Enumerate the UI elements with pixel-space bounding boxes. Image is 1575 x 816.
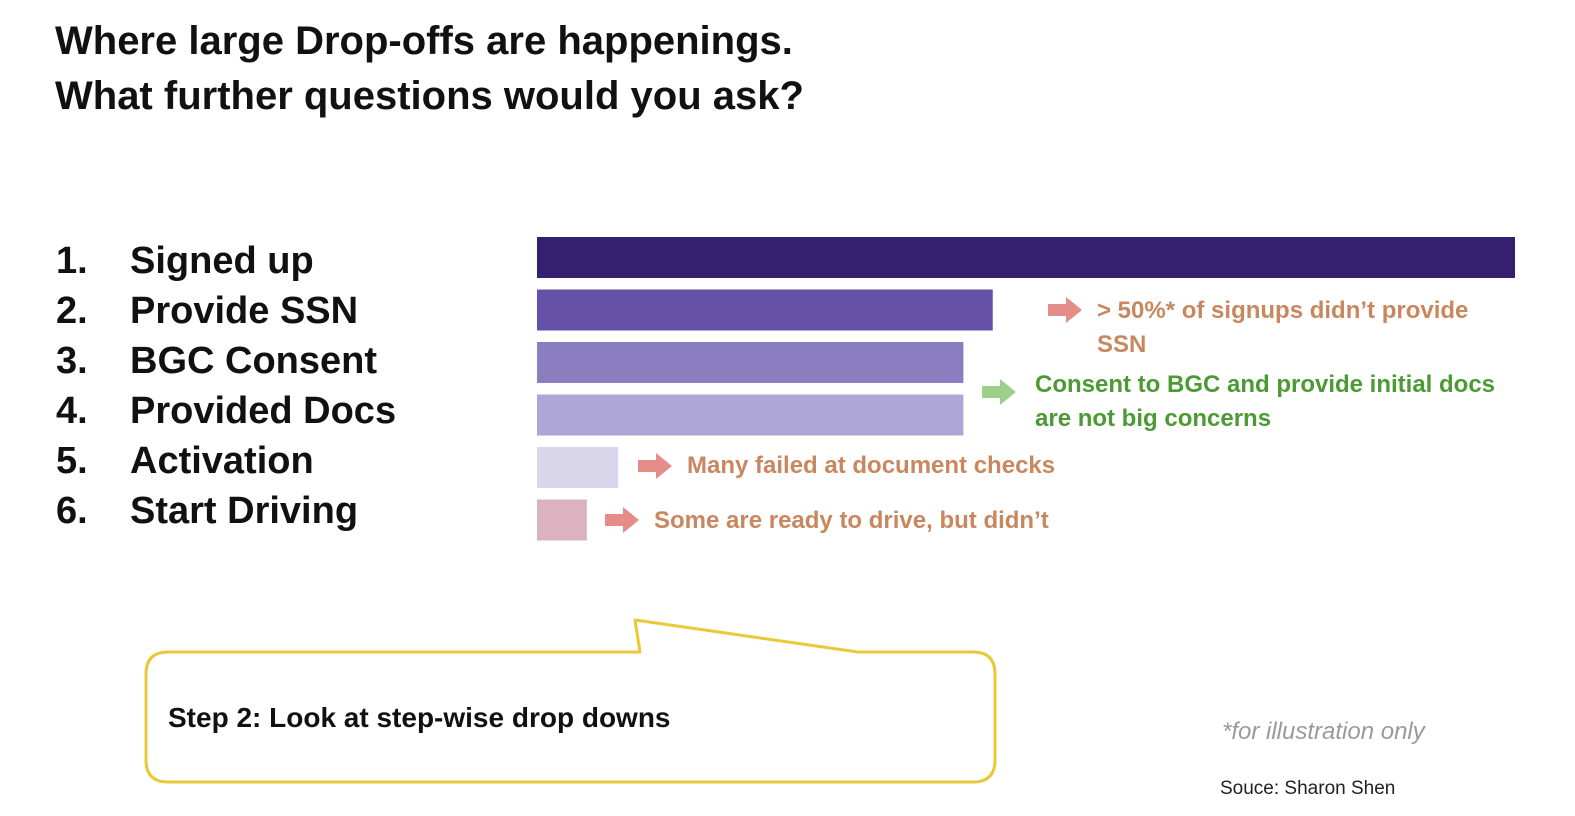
arrow-shape <box>638 453 672 479</box>
funnel-step-3: 3. BGC Consent <box>56 336 396 386</box>
arrow-shape <box>605 507 639 533</box>
funnel-bar-1 <box>537 237 1515 278</box>
funnel-step-4: 4. Provided Docs <box>56 386 396 436</box>
funnel-bar-chart <box>537 237 1515 541</box>
annotation-consent-line-1: Consent to BGC and provide initial docs <box>1035 371 1496 398</box>
annotation-activation-line-1: Many failed at document checks <box>687 452 1056 479</box>
annotation-consent-line-2: are not big concerns <box>1035 405 1272 432</box>
step-number: 4. <box>56 390 88 432</box>
illustration-footnote: *for illustration only <box>1222 718 1425 745</box>
arrow-right-icon <box>1048 297 1082 323</box>
funnel-step-5: 5. Activation <box>56 436 396 486</box>
step-label: Activation <box>130 440 314 482</box>
annotation-ssn: > 50%* of signups didn’t provide SSN <box>1097 294 1468 362</box>
funnel-bar-6 <box>537 499 587 541</box>
funnel-step-6: 6. Start Driving <box>56 486 396 536</box>
step-number: 6. <box>56 490 88 532</box>
source-credit: Souce: Sharon Shen <box>1220 778 1396 799</box>
callout-bubble-text: Step 2: Look at step-wise drop downs <box>168 702 671 733</box>
funnel-bar-5 <box>537 447 619 488</box>
arrow-right-icon <box>982 379 1016 405</box>
step-number: 2. <box>56 290 88 332</box>
funnel-bar-4 <box>537 394 964 436</box>
funnel-step-2: 2. Provide SSN <box>56 286 396 336</box>
arrow-right-icon <box>638 453 672 479</box>
funnel-bar-2 <box>537 289 993 331</box>
funnel-step-1: 1. Signed up <box>56 236 396 286</box>
step-number: 3. <box>56 340 88 382</box>
step-label: BGC Consent <box>130 340 377 382</box>
annotation-driving-line-1: Some are ready to drive, but didn’t <box>654 507 1049 534</box>
title-line-1: Where large Drop-offs are happenings. <box>55 19 793 63</box>
annotation-ssn-line-1: > 50%* of signups didn’t provide <box>1097 297 1469 324</box>
arrow-shape <box>1048 297 1082 323</box>
annotation-activation: Many failed at document checks <box>687 449 1055 483</box>
arrow-right-icon <box>605 507 639 533</box>
step-label: Provide SSN <box>130 290 359 332</box>
funnel-bar-3 <box>537 342 964 383</box>
step-label: Provided Docs <box>130 390 397 432</box>
step-label: Start Driving <box>130 490 359 532</box>
title-line-2: What further questions would you ask? <box>55 74 804 118</box>
arrow-shape <box>982 379 1016 405</box>
step-number: 5. <box>56 440 88 482</box>
step-number: 1. <box>56 240 88 282</box>
funnel-step-list: 1. Signed up 2. Provide SSN 3. BGC Consent … <box>56 236 396 536</box>
annotation-driving: Some are ready to drive, but didn’t <box>654 504 1049 538</box>
callout-bubble-outline <box>144 618 997 784</box>
annotation-ssn-line-2: SSN <box>1097 331 1147 358</box>
step-label: Signed up <box>130 240 314 282</box>
slide-title: Where large Drop-offs are happenings. Wh… <box>55 14 804 124</box>
annotation-consent: Consent to BGC and provide initial docs … <box>1035 368 1495 436</box>
